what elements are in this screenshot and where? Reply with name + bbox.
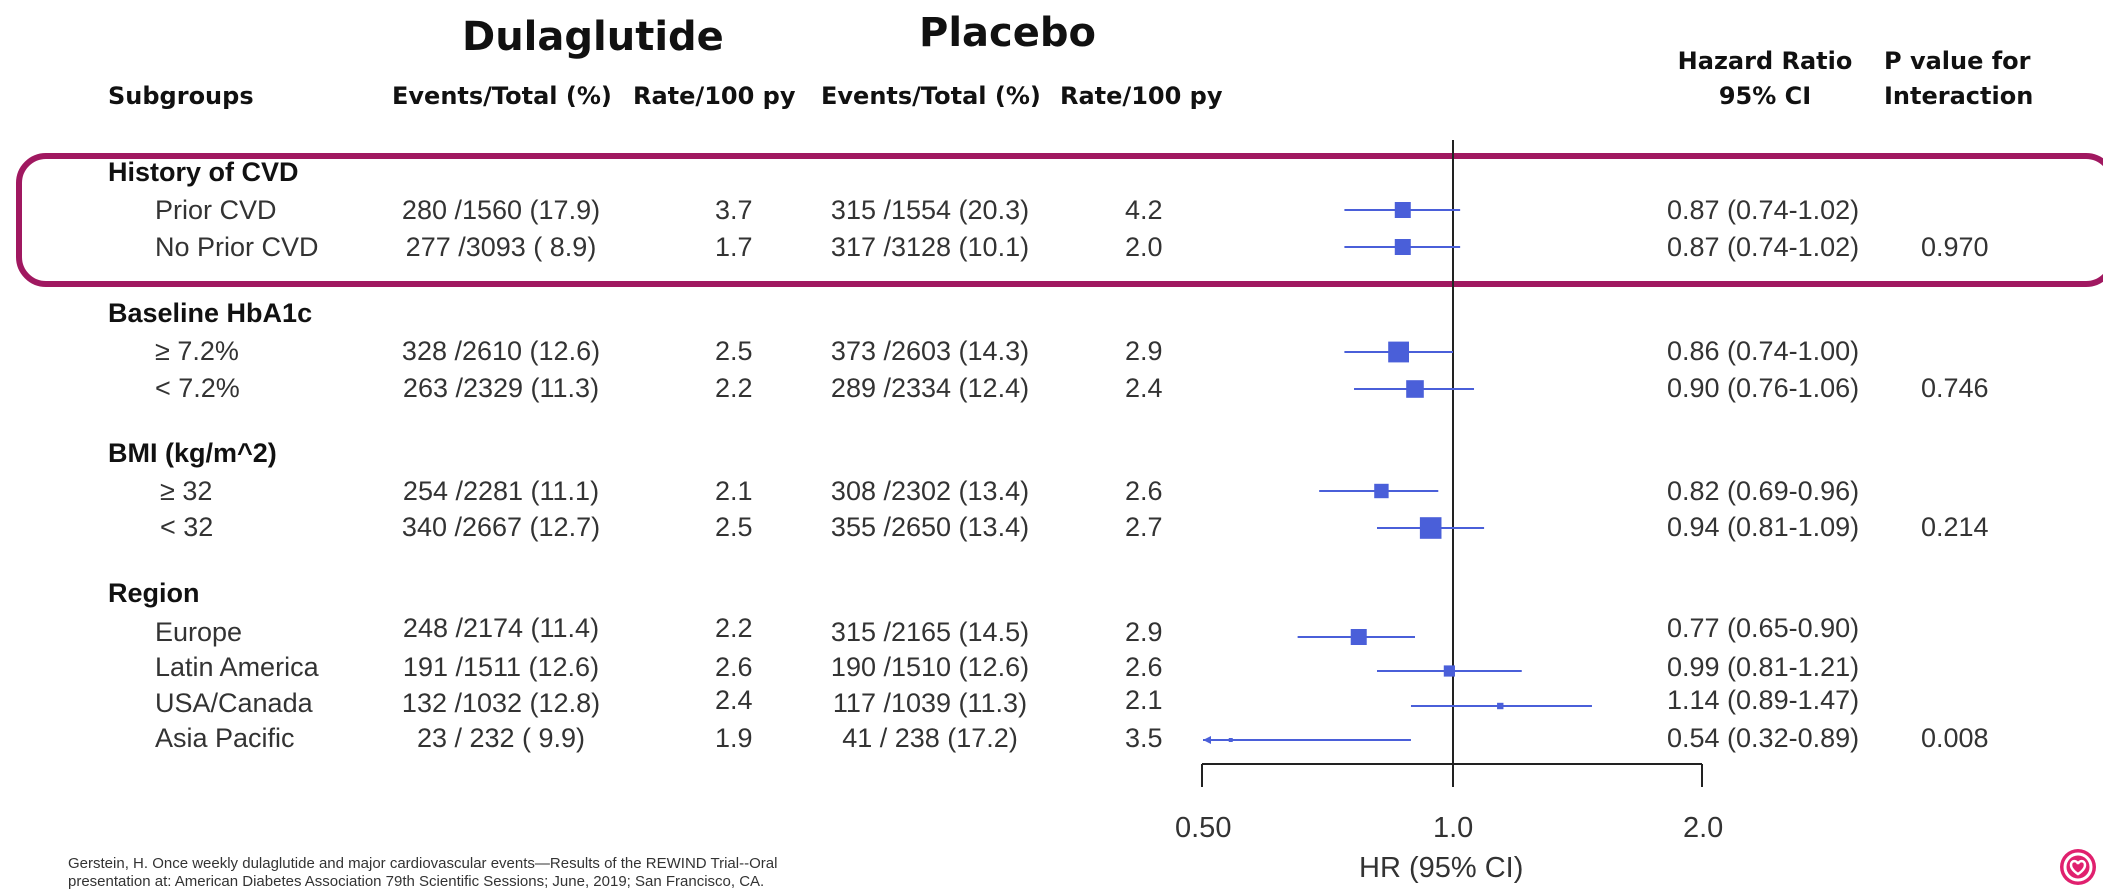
section-title-history-cvd: History of CVD — [108, 157, 299, 187]
plac-rate: 2.1 — [1125, 685, 1163, 715]
hr-point-marker — [1388, 341, 1410, 363]
p-interaction: 0.970 — [1921, 232, 1989, 262]
hr-point-marker — [1374, 483, 1389, 499]
hr-ci-text: 0.94 (0.81-1.09) — [1667, 512, 1860, 542]
subgroup-label: Asia Pacific — [155, 723, 295, 753]
dula-rate: 1.7 — [715, 232, 753, 262]
dula-events: 328 /2610 (12.6) — [401, 336, 601, 366]
dula-rate: 2.5 — [715, 512, 753, 542]
plac-events: 41 / 238 (17.2) — [842, 723, 1018, 753]
col-header-p-line2: Interaction — [1884, 82, 2034, 110]
p-interaction: 0.214 — [1921, 512, 1989, 542]
col-header-dula-rate: Rate/100 py — [633, 82, 796, 110]
subgroup-label: < 7.2% — [155, 373, 240, 403]
hr-point-marker — [1406, 380, 1424, 398]
dula-events: 23 / 232 ( 9.9) — [416, 723, 586, 753]
plac-events: 117 /1039 (11.3) — [832, 688, 1028, 718]
subgroup-label: ≥ 32 — [160, 476, 213, 506]
col-header-subgroups: Subgroups — [108, 82, 254, 110]
dula-rate: 3.7 — [715, 195, 753, 225]
dula-rate: 2.6 — [715, 652, 753, 682]
subgroup-label: ≥ 7.2% — [155, 336, 239, 366]
col-header-hr-line1: Hazard Ratio — [1677, 47, 1853, 75]
section-title-bmi: BMI (kg/m^2) — [108, 438, 277, 468]
dula-events: 277 /3093 ( 8.9) — [405, 232, 597, 262]
hr-ci-text: 0.77 (0.65-0.90) — [1667, 613, 1860, 643]
p-interaction: 0.008 — [1921, 723, 1989, 753]
plac-rate: 4.2 — [1125, 195, 1163, 225]
col-header-plac-events: Events/Total (%) — [821, 82, 1041, 110]
hr-ci-text: 0.99 (0.81-1.21) — [1667, 652, 1860, 682]
dula-rate: 2.1 — [715, 476, 753, 506]
hr-ci-text: 0.86 (0.74-1.00) — [1667, 336, 1860, 366]
dula-rate: 2.4 — [715, 685, 753, 715]
dula-events: 340 /2667 (12.7) — [401, 512, 601, 542]
hr-point-marker — [1419, 517, 1442, 539]
plac-events: 355 /2650 (13.4) — [830, 512, 1030, 542]
hr-ci-text: 0.87 (0.74-1.02) — [1667, 232, 1860, 262]
plac-events: 308 /2302 (13.4) — [830, 476, 1030, 506]
highlight-box — [16, 153, 2103, 287]
subgroup-label: No Prior CVD — [155, 232, 319, 262]
hr-point-marker — [1497, 702, 1504, 710]
section-title-region: Region — [108, 578, 200, 608]
plac-events: 373 /2603 (14.3) — [830, 336, 1030, 366]
col-header-hr-line2: 95% CI — [1718, 82, 1812, 110]
hr-point-marker — [1394, 202, 1411, 218]
footnote-line2: presentation at: American Diabetes Assoc… — [68, 873, 765, 890]
plac-events: 315 /2165 (14.5) — [830, 617, 1030, 647]
subgroup-label: Prior CVD — [155, 195, 277, 225]
col-header-p-line1: P value for — [1884, 47, 2031, 75]
plac-rate: 2.6 — [1125, 476, 1163, 506]
hr-ci-text: 0.90 (0.76-1.06) — [1667, 373, 1860, 403]
hr-point-marker — [1443, 665, 1455, 677]
x-tick-label: 2.0 — [1683, 812, 1724, 844]
dula-rate: 2.2 — [715, 373, 753, 403]
col-header-dula-events: Events/Total (%) — [392, 82, 612, 110]
dula-events: 191 /1511 (12.6) — [402, 652, 600, 682]
dula-events: 254 /2281 (11.1) — [402, 476, 600, 506]
plac-rate: 2.9 — [1125, 617, 1163, 647]
ci-arrow — [1203, 736, 1211, 744]
dula-rate: 1.9 — [715, 723, 753, 753]
dulaglutide-title: Dulaglutide — [462, 14, 724, 60]
plac-rate: 2.0 — [1125, 232, 1163, 262]
x-tick-label: 1.0 — [1433, 812, 1474, 844]
col-header-plac-rate: Rate/100 py — [1060, 82, 1223, 110]
plac-rate: 3.5 — [1125, 723, 1163, 753]
brand-logo-icon — [2060, 849, 2096, 885]
subgroup-label: Europe — [155, 617, 243, 647]
x-tick-label: 0.50 — [1175, 812, 1232, 844]
p-interaction: 0.746 — [1921, 373, 1989, 403]
hr-ci-text: 0.54 (0.32-0.89) — [1667, 723, 1860, 753]
placebo-title: Placebo — [919, 10, 1096, 56]
dula-events: 248 /2174 (11.4) — [402, 613, 600, 643]
dula-events: 280 /1560 (17.9) — [401, 195, 601, 225]
section-title-hba1c: Baseline HbA1c — [108, 298, 313, 328]
subgroup-label: Latin America — [155, 652, 319, 682]
subgroup-label: < 32 — [160, 512, 214, 542]
hr-ci-text: 0.82 (0.69-0.96) — [1667, 476, 1860, 506]
plac-rate: 2.6 — [1125, 652, 1163, 682]
hr-point-marker — [1350, 629, 1367, 645]
subgroup-label: USA/Canada — [155, 688, 313, 718]
plac-events: 190 /1510 (12.6) — [830, 652, 1030, 682]
hr-ci-text: 1.14 (0.89-1.47) — [1667, 685, 1860, 715]
plac-rate: 2.4 — [1125, 373, 1163, 403]
plac-events: 315 /1554 (20.3) — [830, 195, 1030, 225]
dula-rate: 2.5 — [715, 336, 753, 366]
plac-events: 317 /3128 (10.1) — [830, 232, 1030, 262]
plac-rate: 2.9 — [1125, 336, 1163, 366]
hr-point-marker — [1228, 738, 1233, 742]
dula-events: 263 /2329 (11.3) — [402, 373, 600, 403]
dula-rate: 2.2 — [715, 613, 753, 643]
x-axis-label: HR (95% CI) — [1359, 852, 1524, 884]
plac-events: 289 /2334 (12.4) — [830, 373, 1030, 403]
plac-rate: 2.7 — [1125, 512, 1163, 542]
dula-events: 132 /1032 (12.8) — [401, 688, 601, 718]
hr-ci-text: 0.87 (0.74-1.02) — [1667, 195, 1860, 225]
hr-point-marker — [1394, 239, 1411, 255]
footnote-line1: Gerstein, H. Once weekly dulaglutide and… — [68, 855, 778, 872]
